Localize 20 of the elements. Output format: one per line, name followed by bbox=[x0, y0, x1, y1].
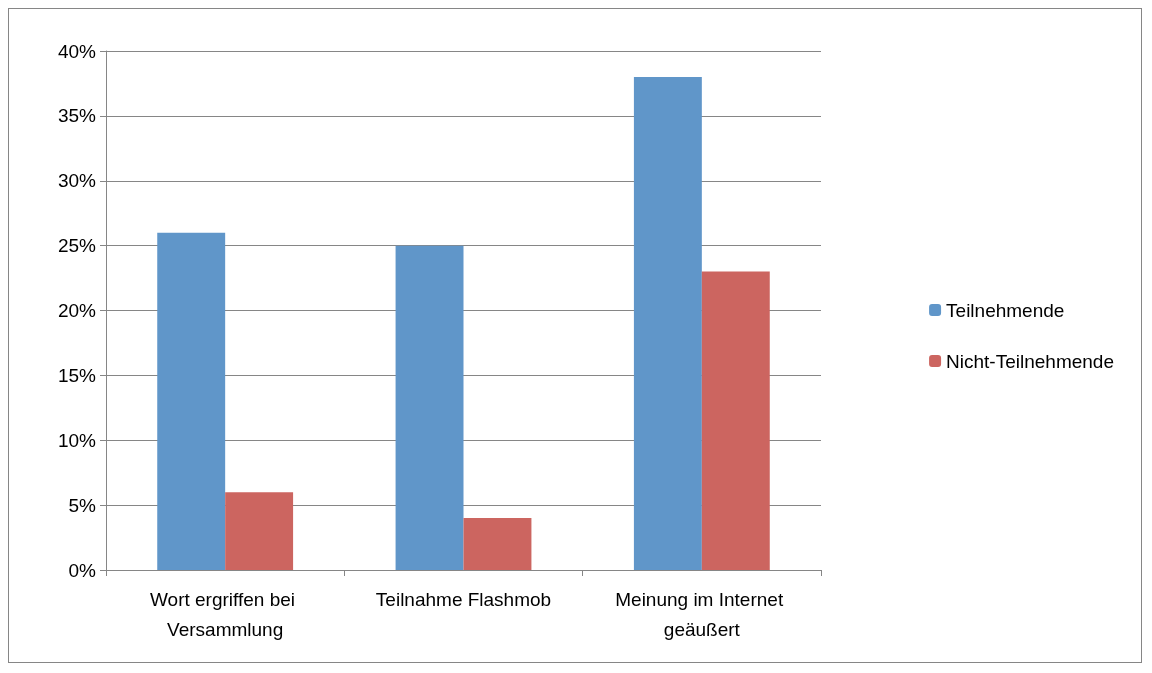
y-tick-label: 30% bbox=[57, 170, 97, 192]
y-tick-label: 15% bbox=[57, 364, 97, 386]
bar bbox=[701, 271, 770, 570]
legend-label: Nicht-Teilnehmende bbox=[946, 350, 1114, 372]
y-tick-label: 25% bbox=[57, 235, 97, 257]
bar bbox=[225, 492, 294, 570]
y-tick-label: 35% bbox=[57, 105, 97, 127]
bar bbox=[395, 245, 464, 570]
bar bbox=[463, 518, 532, 570]
y-tick-label: 40% bbox=[57, 40, 97, 62]
y-tick-label: 10% bbox=[57, 429, 97, 451]
x-tick-label: Teilnahme Flashmob bbox=[375, 588, 552, 610]
bar bbox=[633, 76, 702, 570]
legend-label: Teilnehmende bbox=[946, 299, 1065, 321]
bar bbox=[157, 232, 226, 570]
x-tick-label: Wort ergriffen bei Versammlung bbox=[150, 588, 301, 640]
x-tick-label: Meinung im Internet geäußert bbox=[615, 588, 789, 640]
y-tick-label: 0% bbox=[68, 559, 97, 581]
y-tick-label: 5% bbox=[68, 494, 97, 516]
y-tick-label: 20% bbox=[57, 300, 97, 321]
